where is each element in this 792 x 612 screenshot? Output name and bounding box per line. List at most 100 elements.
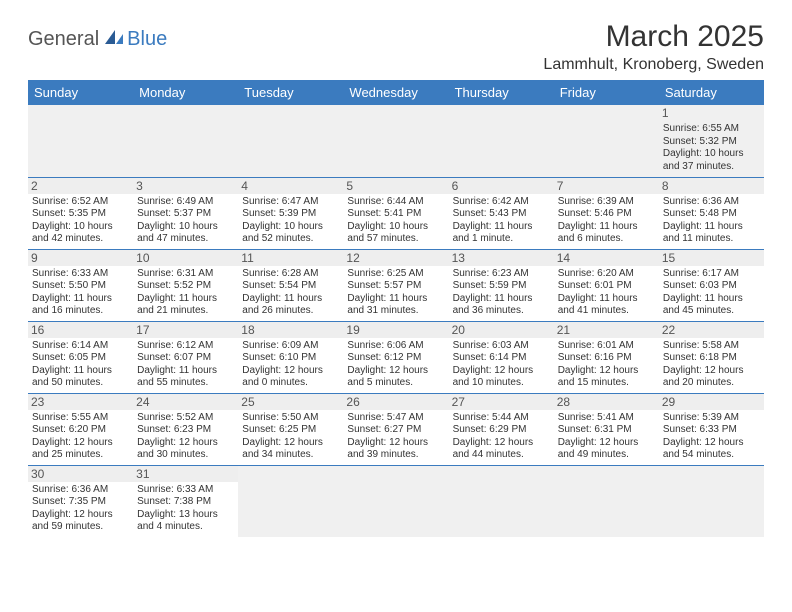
- calendar-cell: 26Sunrise: 5:47 AMSunset: 6:27 PMDayligh…: [343, 393, 448, 465]
- calendar-cell: 3Sunrise: 6:49 AMSunset: 5:37 PMDaylight…: [133, 177, 238, 249]
- sunrise-text: Sunrise: 6:52 AM: [32, 196, 129, 209]
- daylight-text: Daylight: 12 hours and 39 minutes.: [347, 437, 444, 462]
- daylight-text: Daylight: 10 hours and 47 minutes.: [137, 221, 234, 246]
- sunset-text: Sunset: 6:23 PM: [137, 424, 234, 437]
- calendar-cell: [554, 465, 659, 537]
- calendar-week-row: 16Sunrise: 6:14 AMSunset: 6:05 PMDayligh…: [28, 321, 764, 393]
- sunrise-text: Sunrise: 6:49 AM: [137, 196, 234, 209]
- sunrise-text: Sunrise: 6:03 AM: [453, 340, 550, 353]
- logo-text-general: General: [28, 28, 99, 51]
- sunrise-text: Sunrise: 6:14 AM: [32, 340, 129, 353]
- day-header: Thursday: [449, 80, 554, 105]
- sunset-text: Sunset: 5:50 PM: [32, 280, 129, 293]
- sunrise-text: Sunrise: 6:33 AM: [32, 268, 129, 281]
- calendar-week-row: 23Sunrise: 5:55 AMSunset: 6:20 PMDayligh…: [28, 393, 764, 465]
- calendar-cell: 20Sunrise: 6:03 AMSunset: 6:14 PMDayligh…: [449, 321, 554, 393]
- logo-text-blue: Blue: [127, 28, 167, 51]
- day-number: 18: [238, 322, 343, 338]
- sunset-text: Sunset: 6:16 PM: [558, 352, 655, 365]
- calendar-cell: [449, 465, 554, 537]
- calendar-cell: 22Sunrise: 5:58 AMSunset: 6:18 PMDayligh…: [659, 321, 764, 393]
- day-number: 2: [28, 178, 133, 194]
- calendar-cell: 25Sunrise: 5:50 AMSunset: 6:25 PMDayligh…: [238, 393, 343, 465]
- calendar-week-row: 30 Sunrise: 6:36 AMSunset: 7:35 PMDayligh…: [28, 465, 764, 537]
- day-info: Sunrise: 5:50 AMSunset: 6:25 PMDaylight:…: [242, 412, 339, 462]
- calendar-cell: 4 Sunrise: 6:47 AMSunset: 5:39 PMDaylight…: [238, 177, 343, 249]
- logo: General Blue: [28, 28, 167, 51]
- daylight-text: Daylight: 11 hours and 45 minutes.: [663, 293, 760, 318]
- sunrise-text: Sunrise: 6:09 AM: [242, 340, 339, 353]
- day-info: Sunrise: 6:36 AMSunset: 7:35 PMDaylight:…: [32, 484, 129, 534]
- sunset-text: Sunset: 7:35 PM: [32, 496, 129, 509]
- day-number: 30: [28, 466, 133, 482]
- sunset-text: Sunset: 5:32 PM: [663, 136, 760, 149]
- daylight-text: Daylight: 11 hours and 26 minutes.: [242, 293, 339, 318]
- day-number: 21: [554, 322, 659, 338]
- day-info: Sunrise: 6:47 AMSunset: 5:39 PMDaylight:…: [242, 196, 339, 246]
- daylight-text: Daylight: 12 hours and 20 minutes.: [663, 365, 760, 390]
- daylight-text: Daylight: 11 hours and 55 minutes.: [137, 365, 234, 390]
- day-header: Tuesday: [238, 80, 343, 105]
- sunset-text: Sunset: 5:57 PM: [347, 280, 444, 293]
- sunrise-text: Sunrise: 6:55 AM: [663, 123, 760, 136]
- calendar-cell: [554, 105, 659, 177]
- sunset-text: Sunset: 5:43 PM: [453, 208, 550, 221]
- day-number: 1: [659, 105, 764, 121]
- day-info: Sunrise: 6:17 AMSunset: 6:03 PMDaylight:…: [663, 268, 760, 318]
- calendar-cell: 8Sunrise: 6:36 AMSunset: 5:48 PMDaylight…: [659, 177, 764, 249]
- day-header: Sunday: [28, 80, 133, 105]
- daylight-text: Daylight: 12 hours and 30 minutes.: [137, 437, 234, 462]
- day-number: 31: [133, 466, 238, 482]
- sunrise-text: Sunrise: 6:12 AM: [137, 340, 234, 353]
- sunset-text: Sunset: 5:37 PM: [137, 208, 234, 221]
- sunrise-text: Sunrise: 6:31 AM: [137, 268, 234, 281]
- calendar-cell: 21Sunrise: 6:01 AMSunset: 6:16 PMDayligh…: [554, 321, 659, 393]
- day-info: Sunrise: 6:55 AMSunset: 5:32 PMDaylight:…: [663, 123, 760, 173]
- calendar-cell: [343, 105, 448, 177]
- sunrise-text: Sunrise: 6:28 AM: [242, 268, 339, 281]
- day-info: Sunrise: 6:33 AMSunset: 5:50 PMDaylight:…: [32, 268, 129, 318]
- sunrise-text: Sunrise: 5:47 AM: [347, 412, 444, 425]
- sunrise-text: Sunrise: 5:55 AM: [32, 412, 129, 425]
- daylight-text: Daylight: 11 hours and 21 minutes.: [137, 293, 234, 318]
- calendar-cell: 14Sunrise: 6:20 AMSunset: 6:01 PMDayligh…: [554, 249, 659, 321]
- sunrise-text: Sunrise: 6:47 AM: [242, 196, 339, 209]
- sunrise-text: Sunrise: 6:36 AM: [663, 196, 760, 209]
- sunset-text: Sunset: 7:38 PM: [137, 496, 234, 509]
- daylight-text: Daylight: 11 hours and 36 minutes.: [453, 293, 550, 318]
- daylight-text: Daylight: 12 hours and 44 minutes.: [453, 437, 550, 462]
- daylight-text: Daylight: 12 hours and 59 minutes.: [32, 509, 129, 534]
- day-info: Sunrise: 6:49 AMSunset: 5:37 PMDaylight:…: [137, 196, 234, 246]
- sunset-text: Sunset: 5:46 PM: [558, 208, 655, 221]
- day-info: Sunrise: 6:23 AMSunset: 5:59 PMDaylight:…: [453, 268, 550, 318]
- day-info: Sunrise: 5:58 AMSunset: 6:18 PMDaylight:…: [663, 340, 760, 390]
- day-header: Saturday: [659, 80, 764, 105]
- sunset-text: Sunset: 5:39 PM: [242, 208, 339, 221]
- calendar-cell: 27Sunrise: 5:44 AMSunset: 6:29 PMDayligh…: [449, 393, 554, 465]
- day-header: Wednesday: [343, 80, 448, 105]
- day-info: Sunrise: 6:31 AMSunset: 5:52 PMDaylight:…: [137, 268, 234, 318]
- sunrise-text: Sunrise: 5:50 AM: [242, 412, 339, 425]
- calendar-cell: 29Sunrise: 5:39 AMSunset: 6:33 PMDayligh…: [659, 393, 764, 465]
- calendar-cell: [449, 105, 554, 177]
- calendar-cell: 5Sunrise: 6:44 AMSunset: 5:41 PMDaylight…: [343, 177, 448, 249]
- day-info: Sunrise: 6:14 AMSunset: 6:05 PMDaylight:…: [32, 340, 129, 390]
- daylight-text: Daylight: 10 hours and 37 minutes.: [663, 148, 760, 173]
- day-number: 8: [659, 178, 764, 194]
- page-title: March 2025: [543, 20, 764, 54]
- daylight-text: Daylight: 10 hours and 42 minutes.: [32, 221, 129, 246]
- daylight-text: Daylight: 12 hours and 34 minutes.: [242, 437, 339, 462]
- day-info: Sunrise: 5:39 AMSunset: 6:33 PMDaylight:…: [663, 412, 760, 462]
- sunset-text: Sunset: 6:18 PM: [663, 352, 760, 365]
- sunrise-text: Sunrise: 5:44 AM: [453, 412, 550, 425]
- sunset-text: Sunset: 5:41 PM: [347, 208, 444, 221]
- day-number: 5: [343, 178, 448, 194]
- calendar-cell: 7Sunrise: 6:39 AMSunset: 5:46 PMDaylight…: [554, 177, 659, 249]
- calendar-cell: [133, 105, 238, 177]
- day-info: Sunrise: 6:03 AMSunset: 6:14 PMDaylight:…: [453, 340, 550, 390]
- calendar-cell: [238, 465, 343, 537]
- day-number: 4: [238, 178, 343, 194]
- calendar-cell: [343, 465, 448, 537]
- sunset-text: Sunset: 6:14 PM: [453, 352, 550, 365]
- sunset-text: Sunset: 6:20 PM: [32, 424, 129, 437]
